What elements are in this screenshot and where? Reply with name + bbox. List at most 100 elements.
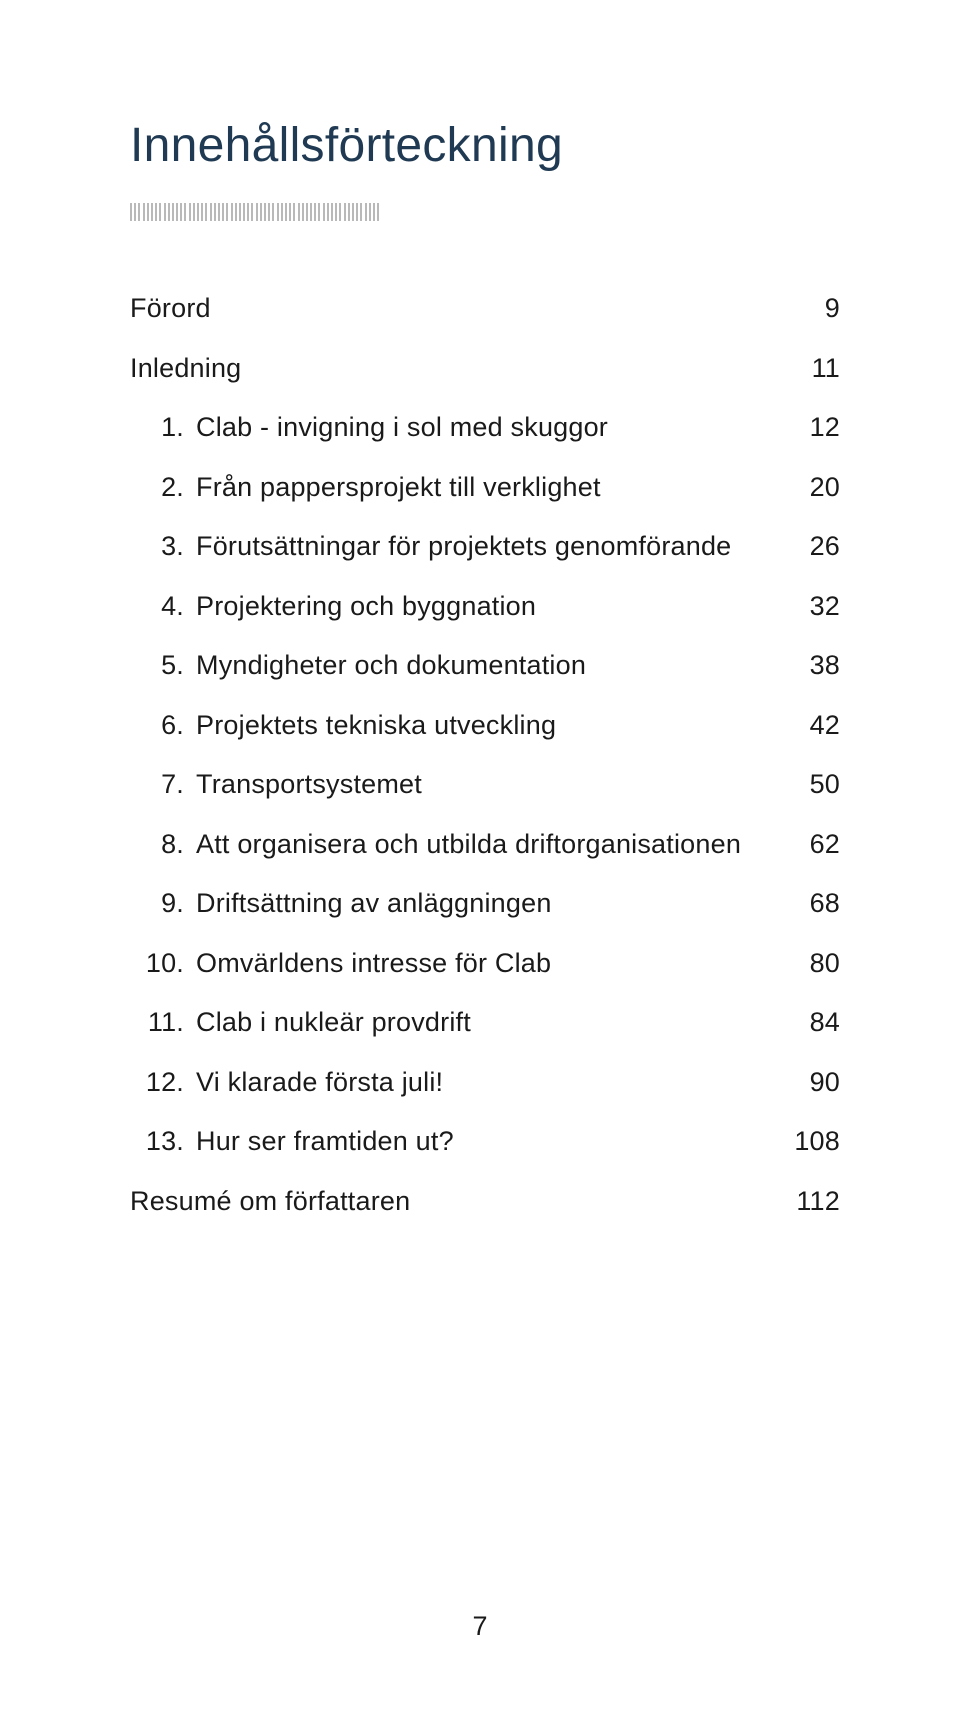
toc-entry-number: 6. — [130, 712, 196, 739]
tick-mark — [197, 203, 199, 221]
tick-mark — [151, 203, 153, 221]
document-page: Innehållsförteckning Förord9Inledning111… — [0, 0, 960, 1722]
tick-mark — [289, 203, 291, 221]
tick-mark — [306, 203, 308, 221]
toc-entry-number: 8. — [130, 831, 196, 858]
toc-entry-page: 26 — [770, 533, 840, 560]
tick-mark — [323, 203, 325, 221]
toc-row-left: 8.Att organisera och utbilda driftorgani… — [130, 831, 741, 858]
toc-entry-page: 68 — [770, 890, 840, 917]
tick-mark — [285, 203, 287, 221]
toc-row: 3.Förutsättningar för projektets genomfö… — [130, 533, 840, 560]
tick-mark — [176, 203, 178, 221]
toc-row: Inledning 11 — [130, 355, 840, 382]
tick-mark — [235, 203, 237, 221]
toc-entry-label: Myndigheter och dokumentation — [196, 652, 586, 679]
toc-row: 5.Myndigheter och dokumentation 38 — [130, 652, 840, 679]
tick-mark — [260, 203, 262, 221]
toc-row: 10.Omvärldens intresse för Clab 80 — [130, 950, 840, 977]
tick-mark — [138, 203, 140, 221]
toc-entry-page: 11 — [770, 355, 840, 382]
toc-row-left: 10.Omvärldens intresse för Clab — [130, 950, 551, 977]
toc-row: 2.Från pappersprojekt till verklighet20 — [130, 474, 840, 501]
toc-entry-number: 12. — [130, 1069, 196, 1096]
tick-mark — [193, 203, 195, 221]
tick-mark — [344, 203, 346, 221]
tick-mark — [365, 203, 367, 221]
tick-mark — [310, 203, 312, 221]
tick-mark — [226, 203, 228, 221]
tick-mark — [251, 203, 253, 221]
tick-mark — [159, 203, 161, 221]
toc-entry-label: Clab - invigning i sol med skuggor — [196, 414, 608, 441]
tick-mark — [268, 203, 270, 221]
tick-mark — [352, 203, 354, 221]
tick-mark — [293, 203, 295, 221]
toc-row: Resumé om författaren112 — [130, 1188, 840, 1215]
toc-entry-page: 50 — [770, 771, 840, 798]
toc-entry-page: 90 — [770, 1069, 840, 1096]
toc-entry-label: Vi klarade första juli! — [196, 1069, 443, 1096]
toc-row-left: Resumé om författaren — [130, 1188, 410, 1215]
tick-mark — [214, 203, 216, 221]
toc-entry-number: 11. — [130, 1009, 196, 1036]
toc-row: 1.Clab - invigning i sol med skuggor 12 — [130, 414, 840, 441]
toc-entry-label: Projektets tekniska utveckling — [196, 712, 556, 739]
toc-entry-page: 80 — [770, 950, 840, 977]
tick-mark — [134, 203, 136, 221]
toc-entry-label: Förord — [130, 295, 211, 322]
toc-row-left: 12.Vi klarade första juli! — [130, 1069, 443, 1096]
toc-entry-number: 10. — [130, 950, 196, 977]
tick-mark — [272, 203, 274, 221]
toc-row-left: Inledning — [130, 355, 241, 382]
table-of-contents: Förord9Inledning111.Clab - invigning i s… — [130, 295, 840, 1215]
toc-row: 8.Att organisera och utbilda driftorgani… — [130, 831, 840, 858]
toc-entry-label: Omvärldens intresse för Clab — [196, 950, 551, 977]
tick-mark — [189, 203, 191, 221]
toc-row-left: 11.Clab i nukleär provdrift — [130, 1009, 471, 1036]
tick-mark — [247, 203, 249, 221]
toc-entry-number: 13. — [130, 1128, 196, 1155]
tick-mark — [264, 203, 266, 221]
toc-row-left: 5.Myndigheter och dokumentation — [130, 652, 586, 679]
toc-row-left: 1.Clab - invigning i sol med skuggor — [130, 414, 608, 441]
toc-row: 6.Projektets tekniska utveckling42 — [130, 712, 840, 739]
tick-mark — [222, 203, 224, 221]
tick-mark — [360, 203, 362, 221]
toc-entry-page: 108 — [770, 1128, 840, 1155]
tick-mark — [155, 203, 157, 221]
toc-row: 12.Vi klarade första juli! 90 — [130, 1069, 840, 1096]
tick-mark — [239, 203, 241, 221]
tick-mark — [172, 203, 174, 221]
toc-row-left: 9.Driftsättning av anläggningen — [130, 890, 552, 917]
tick-mark — [302, 203, 304, 221]
tick-mark — [201, 203, 203, 221]
tick-mark — [243, 203, 245, 221]
toc-entry-label: Driftsättning av anläggningen — [196, 890, 552, 917]
toc-entry-page: 32 — [770, 593, 840, 620]
toc-row: 4.Projektering och byggnation 32 — [130, 593, 840, 620]
toc-row-left: 4.Projektering och byggnation — [130, 593, 536, 620]
toc-row: 13.Hur ser framtiden ut? 108 — [130, 1128, 840, 1155]
decorative-tick-bar — [130, 203, 840, 221]
tick-mark — [210, 203, 212, 221]
toc-entry-page: 38 — [770, 652, 840, 679]
tick-mark — [335, 203, 337, 221]
tick-mark — [143, 203, 145, 221]
toc-entry-number: 9. — [130, 890, 196, 917]
tick-mark — [184, 203, 186, 221]
page-title: Innehållsförteckning — [130, 118, 840, 173]
toc-entry-number: 1. — [130, 414, 196, 441]
toc-row-left: 2.Från pappersprojekt till verklighet — [130, 474, 601, 501]
toc-entry-label: Transportsystemet — [196, 771, 422, 798]
toc-entry-label: Förutsättningar för projektets genomföra… — [196, 533, 731, 560]
tick-mark — [331, 203, 333, 221]
toc-entry-number: 3. — [130, 533, 196, 560]
toc-entry-page: 12 — [770, 414, 840, 441]
toc-row-left: Förord — [130, 295, 211, 322]
tick-mark — [180, 203, 182, 221]
tick-mark — [277, 203, 279, 221]
tick-mark — [164, 203, 166, 221]
toc-row-left: 13.Hur ser framtiden ut? — [130, 1128, 454, 1155]
toc-entry-label: Resumé om författaren — [130, 1188, 410, 1215]
